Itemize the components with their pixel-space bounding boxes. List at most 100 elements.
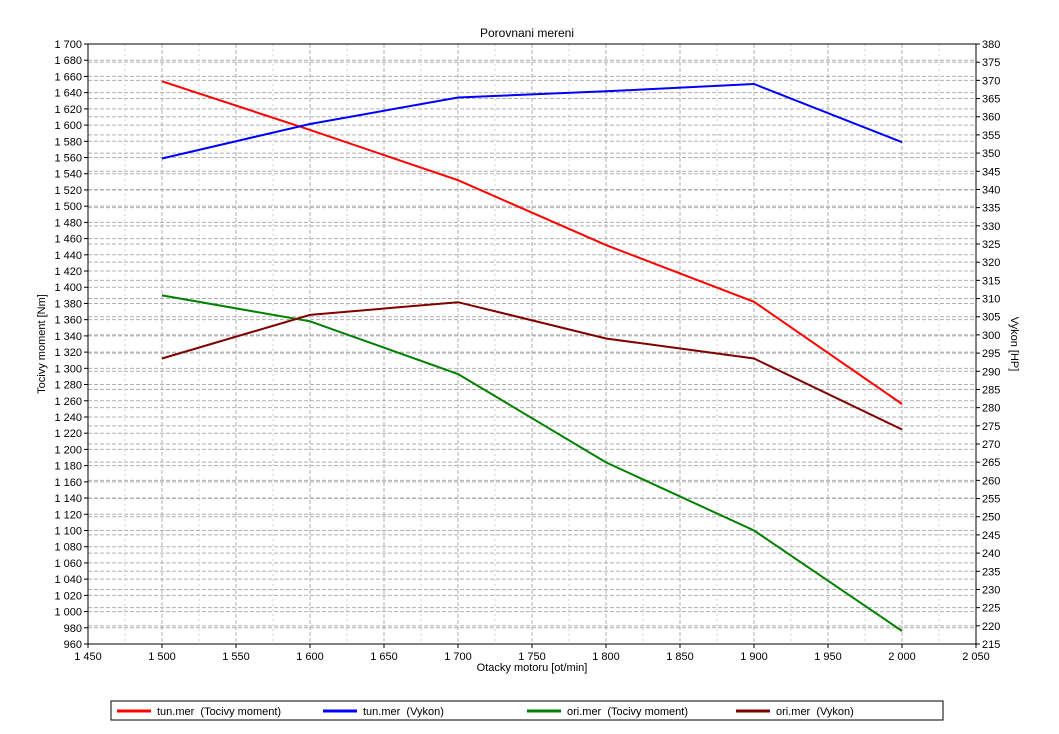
y-right-tick-label: 340 [982, 184, 1000, 196]
y-right-tick-label: 270 [982, 439, 1000, 451]
y-right-ticks: 380 375 370 365 360 355 350 345 340 335 330 325 320 3… [976, 39, 1000, 651]
y-left-tick-label: 1 160 [54, 477, 82, 489]
y-left-ticks: 1 700 1 680 1 660 1 640 1 620 1 600 1 580 1 560… [54, 39, 88, 651]
y-left-tick-label: 1 620 [54, 104, 82, 116]
y-right-tick-label: 275 [982, 421, 1000, 433]
y-left-tick-label: 1 700 [54, 39, 82, 51]
y-left-tick-label: 1 340 [54, 331, 82, 343]
y-right-axis-label: Vykon [HP] [1008, 317, 1020, 372]
y-left-tick-label: 1 100 [54, 525, 82, 537]
series-line-2 [161, 294, 903, 632]
y-left-tick-label: 1 460 [54, 234, 82, 246]
y-right-tick-label: 315 [982, 275, 1000, 287]
series-layer [161, 80, 903, 632]
y-left-tick-label: 1 180 [54, 461, 82, 473]
series-line-3 [161, 301, 903, 431]
y-right-tick-label: 230 [982, 584, 1000, 596]
y-right-tick-label: 215 [982, 639, 1000, 651]
y-left-tick-label: 960 [64, 639, 82, 651]
y-left-tick-label: 1 420 [54, 266, 82, 278]
y-left-tick-label: 1 380 [54, 298, 82, 310]
y-right-tick-label: 360 [982, 112, 1000, 124]
legend-label: ori.mer (Vykon) [776, 706, 854, 718]
x-tick-label: 1 800 [592, 651, 620, 663]
legend-label: ori.mer (Tocivy moment) [567, 706, 688, 718]
x-tick-label: 1 650 [370, 651, 398, 663]
y-right-tick-label: 295 [982, 348, 1000, 360]
legend-label: tun.mer (Vykon) [363, 706, 444, 718]
y-right-tick-label: 260 [982, 475, 1000, 487]
y-left-tick-label: 1 680 [54, 55, 82, 67]
y-right-tick-label: 305 [982, 312, 1000, 324]
y-right-tick-label: 350 [982, 148, 1000, 160]
series-line-1 [161, 82, 903, 160]
y-right-tick-label: 335 [982, 203, 1000, 215]
y-left-tick-label: 1 440 [54, 250, 82, 262]
y-left-tick-label: 1 520 [54, 185, 82, 197]
y-left-tick-label: 1 320 [54, 347, 82, 359]
x-axis-label: Otacky motoru [ot/min] [477, 662, 588, 674]
y-right-tick-label: 365 [982, 94, 1000, 106]
x-tick-label: 1 600 [296, 651, 324, 663]
y-right-tick-label: 285 [982, 384, 1000, 396]
grid [87, 43, 977, 645]
y-left-tick-label: 1 020 [54, 590, 82, 602]
y-left-tick-label: 1 660 [54, 71, 82, 83]
y-right-tick-label: 235 [982, 566, 1000, 578]
y-left-tick-label: 1 260 [54, 396, 82, 408]
series-line-0 [161, 80, 903, 405]
y-right-tick-label: 225 [982, 603, 1000, 615]
y-left-tick-label: 1 220 [54, 428, 82, 440]
x-tick-label: 1 700 [444, 651, 472, 663]
y-right-tick-label: 345 [982, 166, 1000, 178]
x-ticks: 1 450 1 500 1 550 1 600 1 650 1 700 1 750 1 800… [74, 644, 990, 663]
legend: tun.mer (Tocivy moment) tun.mer (Vykon) or… [110, 700, 944, 721]
y-left-tick-label: 980 [64, 623, 82, 635]
x-tick-label: 1 850 [666, 651, 694, 663]
x-tick-label: 1 450 [74, 651, 102, 663]
y-left-axis-label: Tocivy moment [Nm] [36, 294, 48, 394]
y-right-tick-label: 220 [982, 621, 1000, 633]
y-right-tick-label: 240 [982, 548, 1000, 560]
x-tick-label: 2 050 [962, 651, 990, 663]
y-left-tick-label: 1 300 [54, 363, 82, 375]
x-tick-label: 1 500 [148, 651, 176, 663]
y-right-tick-label: 325 [982, 239, 1000, 251]
y-left-tick-label: 1 640 [54, 88, 82, 100]
x-tick-label: 1 950 [814, 651, 842, 663]
x-tick-label: 1 550 [222, 651, 250, 663]
y-right-tick-label: 280 [982, 403, 1000, 415]
y-left-tick-label: 1 060 [54, 558, 82, 570]
y-right-tick-label: 310 [982, 294, 1000, 306]
y-right-tick-label: 245 [982, 530, 1000, 542]
y-right-tick-label: 330 [982, 221, 1000, 233]
y-right-tick-label: 370 [982, 75, 1000, 87]
y-right-tick-label: 320 [982, 257, 1000, 269]
y-left-tick-label: 1 540 [54, 169, 82, 181]
y-right-tick-label: 255 [982, 494, 1000, 506]
y-left-tick-label: 1 500 [54, 201, 82, 213]
y-right-tick-label: 375 [982, 57, 1000, 69]
y-left-tick-label: 1 040 [54, 574, 82, 586]
y-left-tick-label: 1 120 [54, 509, 82, 521]
y-left-tick-label: 1 480 [54, 217, 82, 229]
y-left-tick-label: 1 200 [54, 444, 82, 456]
legend-label: tun.mer (Tocivy moment) [157, 706, 281, 718]
y-left-tick-label: 1 280 [54, 380, 82, 392]
y-right-tick-label: 380 [982, 39, 1000, 51]
y-left-tick-label: 1 360 [54, 315, 82, 327]
y-left-tick-label: 1 560 [54, 153, 82, 165]
y-right-tick-label: 250 [982, 512, 1000, 524]
y-left-tick-label: 1 400 [54, 282, 82, 294]
chart-title: Porovnani mereni [480, 26, 574, 40]
y-left-tick-label: 1 240 [54, 412, 82, 424]
y-right-tick-label: 300 [982, 330, 1000, 342]
x-tick-label: 2 000 [888, 651, 916, 663]
x-tick-label: 1 750 [518, 651, 546, 663]
y-right-tick-label: 265 [982, 457, 1000, 469]
y-left-tick-label: 1 000 [54, 607, 82, 619]
y-left-tick-label: 1 080 [54, 542, 82, 554]
x-tick-label: 1 900 [740, 651, 768, 663]
y-left-tick-label: 1 140 [54, 493, 82, 505]
